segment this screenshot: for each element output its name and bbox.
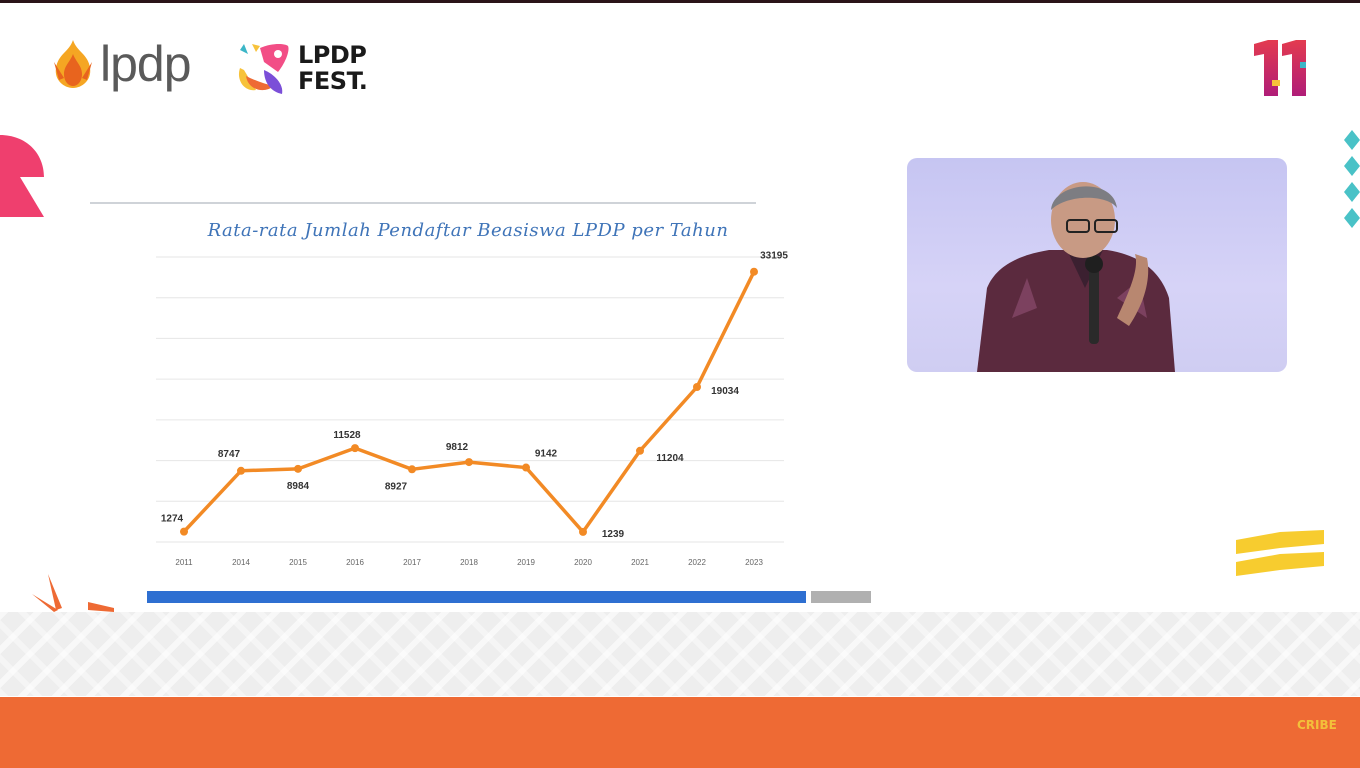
teal-diamond-decoration [1344,130,1360,228]
slide-progress-remaining [811,591,871,603]
data-point [408,465,416,474]
data-label: 1274 [161,514,184,525]
data-label: 8984 [287,481,310,492]
top-border [0,0,1360,3]
data-point [579,527,587,536]
chart-title: Rata-rata Jumlah Pendaftar Beasiswa LPDP… [207,220,729,241]
speaker-silhouette [977,182,1175,372]
data-label: 19034 [711,386,739,397]
yellow-wave-decoration [1236,530,1324,576]
lpdp-logo: lpdp [50,36,192,92]
rocket-icon [238,44,289,94]
data-label: 8747 [218,449,241,460]
data-label: 1239 [602,529,625,540]
lpdp-wordmark: lpdp [100,36,192,92]
data-label: 33195 [760,251,788,262]
x-axis-ticks: 2011 2014 2015 2016 2017 2018 2019 2020 2021 2022… [175,558,763,567]
x-tick-label: 2017 [403,558,421,567]
data-label: 8927 [385,481,408,492]
x-tick-label: 2016 [346,558,364,567]
chart-series: 1274 8747 8984 11528 8927 9812 9142 1239 11204 19… [161,251,788,540]
lpdp-flame-icon [54,40,92,88]
data-point [522,463,530,472]
data-point [294,464,302,473]
x-tick-label: 2023 [745,558,763,567]
data-point [636,446,644,455]
x-tick-label: 2021 [631,558,649,567]
fest-title-line2: FEST. [298,67,368,95]
data-label: 11204 [656,453,684,464]
x-tick-label: 2011 [175,558,193,567]
data-point [351,444,359,453]
orange-burst-decoration [32,574,114,612]
data-point [693,383,701,392]
pattern-band [0,612,1360,696]
pink-decorative-shape [0,135,44,217]
series-line [182,270,756,534]
anniversary-11-logo [1254,40,1306,96]
data-point [180,527,188,536]
x-tick-label: 2015 [289,558,307,567]
data-point [237,466,245,475]
data-point [465,458,473,467]
x-tick-label: 2014 [232,558,250,567]
chart-grid [156,256,784,543]
slide-divider [90,202,756,204]
slide-progress-bar [147,591,806,603]
x-tick-label: 2020 [574,558,592,567]
line-chart: 2011 2014 2015 2016 2017 2018 2019 2020 2021 2022… [156,251,788,567]
lpdp-fest-logo: LPDP FEST. [234,40,368,96]
footer-band [0,697,1360,768]
speaker-video-feed [907,158,1287,372]
data-label: 11528 [333,430,361,441]
data-label: 9142 [535,449,558,460]
x-tick-label: 2019 [517,558,535,567]
x-tick-label: 2018 [460,558,478,567]
x-tick-label: 2022 [688,558,706,567]
fest-title-line1: LPDP [298,41,367,69]
cribe-watermark: CRIBE [1297,718,1337,732]
data-point [750,267,758,276]
data-label: 9812 [446,442,469,453]
